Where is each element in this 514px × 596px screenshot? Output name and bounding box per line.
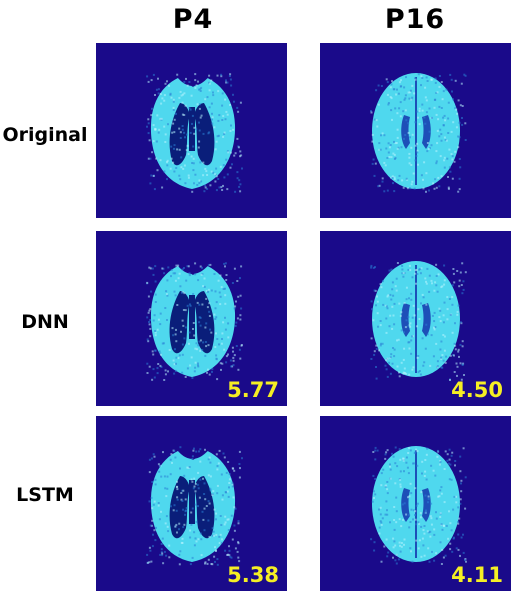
brain-slice-graphic <box>370 446 467 565</box>
image-dnn-p4: 5.77 <box>96 231 287 406</box>
row-label-dnn: DNN <box>21 311 69 333</box>
brain-slice-graphic <box>370 73 467 193</box>
image-original-p16 <box>320 43 511 218</box>
brain-slice-graphic <box>146 446 243 566</box>
brain-slice-graphic <box>146 261 243 381</box>
column-header-p16: P16 <box>384 4 446 35</box>
score-dnn-p16: 4.50 <box>451 378 503 402</box>
image-lstm-p4: 5.38 <box>96 416 287 591</box>
row-label-original: Original <box>2 124 88 146</box>
score-lstm-p16: 4.11 <box>451 563 503 587</box>
score-lstm-p4: 5.38 <box>227 563 279 587</box>
image-dnn-p16: 4.50 <box>320 231 511 406</box>
column-header-p4: P4 <box>172 4 214 35</box>
brain-slice-graphic <box>146 73 243 193</box>
image-lstm-p16: 4.11 <box>320 416 511 591</box>
row-label-lstm: LSTM <box>16 484 74 506</box>
image-original-p4 <box>96 43 287 218</box>
score-dnn-p4: 5.77 <box>227 378 279 402</box>
brain-slice-graphic <box>370 261 467 381</box>
